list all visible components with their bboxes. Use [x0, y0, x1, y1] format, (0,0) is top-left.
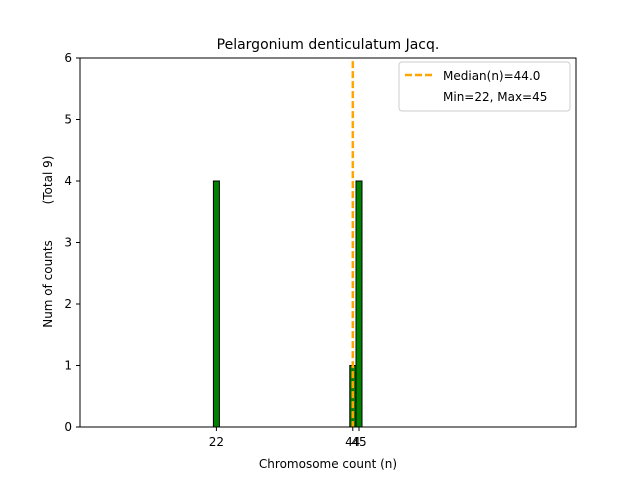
legend-box — [398, 61, 571, 112]
x-tick-label-44: 44 — [345, 435, 360, 449]
legend: Median(n)=44.0 Min=22, Max=45 — [398, 61, 571, 112]
bar-22 — [212, 180, 220, 428]
y-tick-label-6: 6 — [64, 51, 72, 65]
y-axis-ticks: 0 1 2 3 4 5 6 — [64, 51, 80, 434]
y-tick-label-0: 0 — [64, 420, 72, 434]
y-tick-label-3: 3 — [64, 236, 72, 250]
y-axis-total-label: (Total 9) — [41, 156, 55, 205]
chart-title: Pelargonium denticulatum Jacq. — [217, 37, 440, 53]
y-tick-label-2: 2 — [64, 297, 72, 311]
legend-median-label: Median(n)=44.0 — [443, 69, 540, 83]
y-tick-label-4: 4 — [64, 174, 72, 188]
y-tick-label-5: 5 — [64, 113, 72, 127]
x-tick-label-22: 22 — [209, 435, 224, 449]
y-tick-label-1: 1 — [64, 359, 72, 373]
legend-range-label: Min=22, Max=45 — [443, 90, 547, 104]
x-axis-title: Chromosome count (n) — [259, 457, 397, 471]
x-tick-label-45: 45 — [351, 435, 366, 449]
bar-45 — [355, 180, 363, 428]
y-axis-title: Num of counts — [41, 240, 55, 328]
